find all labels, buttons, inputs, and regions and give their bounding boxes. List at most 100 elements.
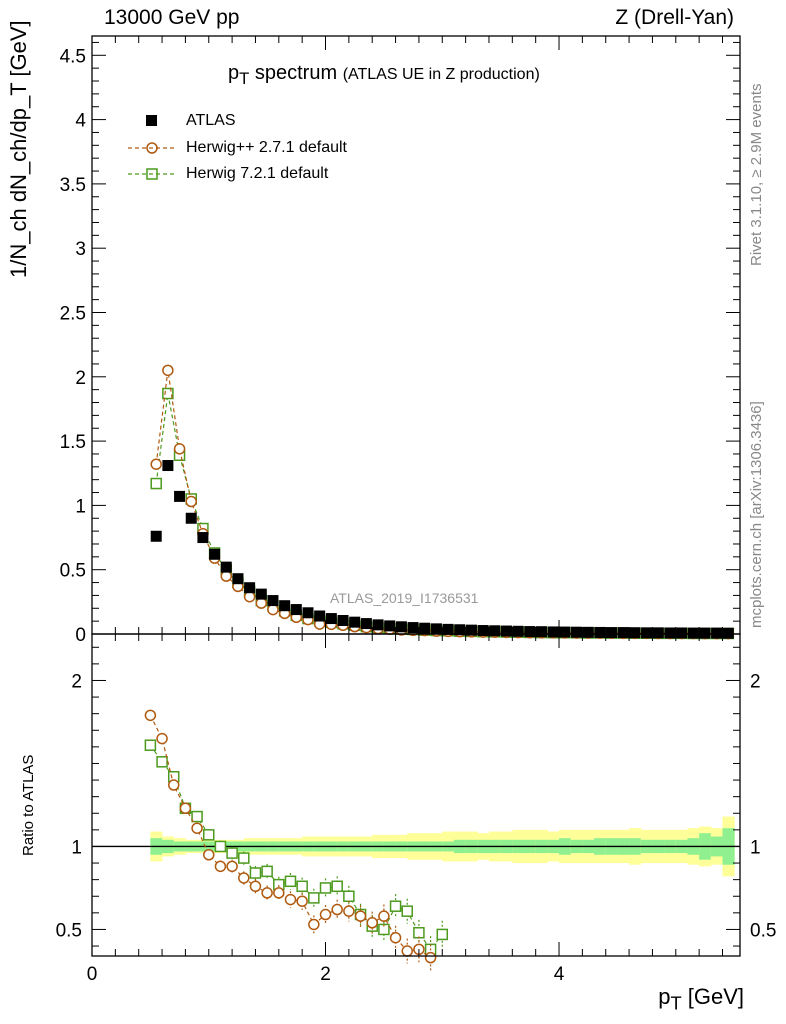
herwig7-ratio-point	[401, 905, 413, 917]
herwigpp-ratio-point	[331, 903, 343, 916]
herwig7-ratio-point	[389, 900, 402, 912]
herwig7-ratio-point	[226, 847, 238, 859]
main-y-tick-label: 3.5	[60, 175, 86, 196]
atlas-main-point	[232, 573, 244, 585]
ratio-y-tick-label-right: 1	[750, 837, 761, 858]
herwigpp-ratio-point	[308, 918, 320, 931]
herwigpp-ratio-point	[226, 860, 238, 873]
legend-herwigpp-label: Herwig++ 2.7.1 default	[186, 139, 347, 156]
atlas-main-point	[559, 626, 571, 638]
axis-ticks: 0 0.5 1 1.5 2 2.5 3 3.5 4 4.5 0 2 4 0.5 0.5 1 1 2 2	[56, 36, 776, 985]
x-tick-label: 4	[554, 964, 565, 985]
herwigpp-ratio-point	[319, 908, 332, 921]
x-tick-label: 0	[87, 964, 98, 985]
ratio-y-tick-label: 0.5	[56, 920, 82, 941]
legend-atlas-marker	[146, 115, 157, 126]
herwigpp-ratio-point	[273, 887, 285, 899]
herwig7-ratio-point	[144, 739, 157, 751]
x-tick-label: 2	[320, 964, 331, 985]
legend-entry-herwigpp: Herwig++ 2.7.1 default	[126, 139, 347, 161]
herwigpp-ratio-point	[167, 779, 180, 791]
atlas-main-point	[664, 627, 676, 639]
atlas-main-point	[419, 622, 431, 634]
atlas-main-point	[267, 595, 279, 607]
main-y-tick-label: 0.5	[60, 561, 86, 582]
atlas-main-point	[384, 620, 396, 632]
atlas-main-point	[407, 622, 419, 634]
herwigpp-ratio-point	[261, 887, 273, 899]
herwigpp-ratio-point	[191, 822, 203, 834]
ratio-y-tick-label-right: 0.5	[750, 920, 776, 941]
main-y-tick-label: 4.5	[60, 46, 86, 67]
atlas-main-point	[302, 607, 314, 619]
legend-entry-herwig7: Herwig 7.2.1 default	[126, 165, 328, 187]
herwigpp-ratio-point	[354, 910, 367, 922]
herwig7-ratio-point	[214, 840, 227, 853]
herwigpp-ratio-point	[203, 849, 215, 861]
herwigpp-main-point	[185, 495, 197, 508]
herwig7-main-point	[150, 477, 162, 490]
ratio-frame	[91, 633, 741, 957]
herwigpp-main-point	[267, 603, 279, 616]
atlas-main-point	[454, 624, 466, 636]
atlas-main-point	[325, 613, 337, 625]
herwig7-ratio-point	[331, 880, 343, 893]
ratio-y-tick-label-right: 2	[750, 671, 761, 692]
main-y-tick-label: 3	[75, 239, 86, 260]
legend-entry-atlas: ATLAS	[126, 112, 236, 134]
atlas-main-point	[524, 626, 536, 638]
atlas-main-point	[220, 561, 232, 573]
herwigpp-ratio-point	[424, 951, 437, 964]
atlas-main-point	[536, 626, 548, 638]
atlas-main-point	[547, 626, 559, 638]
atlas-main-point	[617, 627, 629, 639]
chart-title: pT spectrum (ATLAS UE in Z production)	[228, 62, 540, 88]
atlas-main-point	[290, 604, 302, 616]
herwigpp-ratio-point	[343, 905, 355, 917]
x-axis-label: pT [GeV]	[658, 984, 744, 1014]
main-y-tick-label: 0	[75, 625, 86, 646]
atlas-main-point	[197, 532, 209, 544]
atlas-main-point	[652, 627, 664, 639]
herwig7-ratio-point	[413, 927, 425, 939]
atlas-main-point	[209, 548, 221, 560]
rivet-version-label: Rivet 3.1.10, ≥ 2.9M events	[748, 83, 765, 267]
atlas-main-point	[255, 588, 267, 600]
herwig7-ratio-point	[308, 892, 320, 904]
atlas-main-point	[676, 627, 688, 639]
atlas-main-point	[512, 625, 524, 637]
herwig7-ratio-point	[261, 865, 273, 878]
process-label: Z (Drell-Yan)	[615, 6, 734, 29]
atlas-main-point	[360, 618, 372, 630]
atlas-main-point	[571, 626, 583, 638]
ratio-y-axis-label: Ratio to ATLAS	[20, 754, 37, 856]
main-y-tick-label: 2.5	[60, 303, 86, 324]
herwigpp-main-point	[150, 458, 162, 470]
legend-atlas-label: ATLAS	[186, 112, 236, 129]
mcplots-reference-label: mcplots.cern.ch [arXiv:1306.3436]	[748, 401, 765, 628]
atlas-main-point	[465, 624, 477, 636]
herwigpp-ratio-point	[296, 895, 308, 907]
atlas-main-point	[314, 610, 326, 622]
herwig7-ratio-point	[156, 756, 168, 768]
atlas-main-point	[594, 626, 606, 638]
herwig7-ratio-point	[284, 875, 297, 888]
herwigpp-ratio-point	[389, 931, 402, 944]
legend-herwigpp-marker	[128, 142, 176, 154]
atlas-main-point	[395, 621, 407, 633]
herwig7-main-point	[162, 387, 174, 400]
atlas-main-point	[489, 625, 501, 637]
atlas-main-point	[150, 530, 162, 542]
herwigpp-main-point	[162, 364, 174, 377]
atlas-main-point	[162, 460, 174, 472]
collision-energy-label: 13000 GeV pp	[104, 6, 240, 29]
herwig7-ratio-point	[203, 829, 215, 841]
herwigpp-ratio-point	[214, 860, 227, 873]
ratio-series-markers	[144, 709, 449, 971]
atlas-main-point	[606, 627, 618, 639]
herwigpp-ratio-point	[378, 910, 390, 922]
atlas-main-point	[711, 627, 723, 639]
herwigpp-ratio-point	[284, 893, 297, 906]
atlas-main-point	[500, 625, 512, 637]
